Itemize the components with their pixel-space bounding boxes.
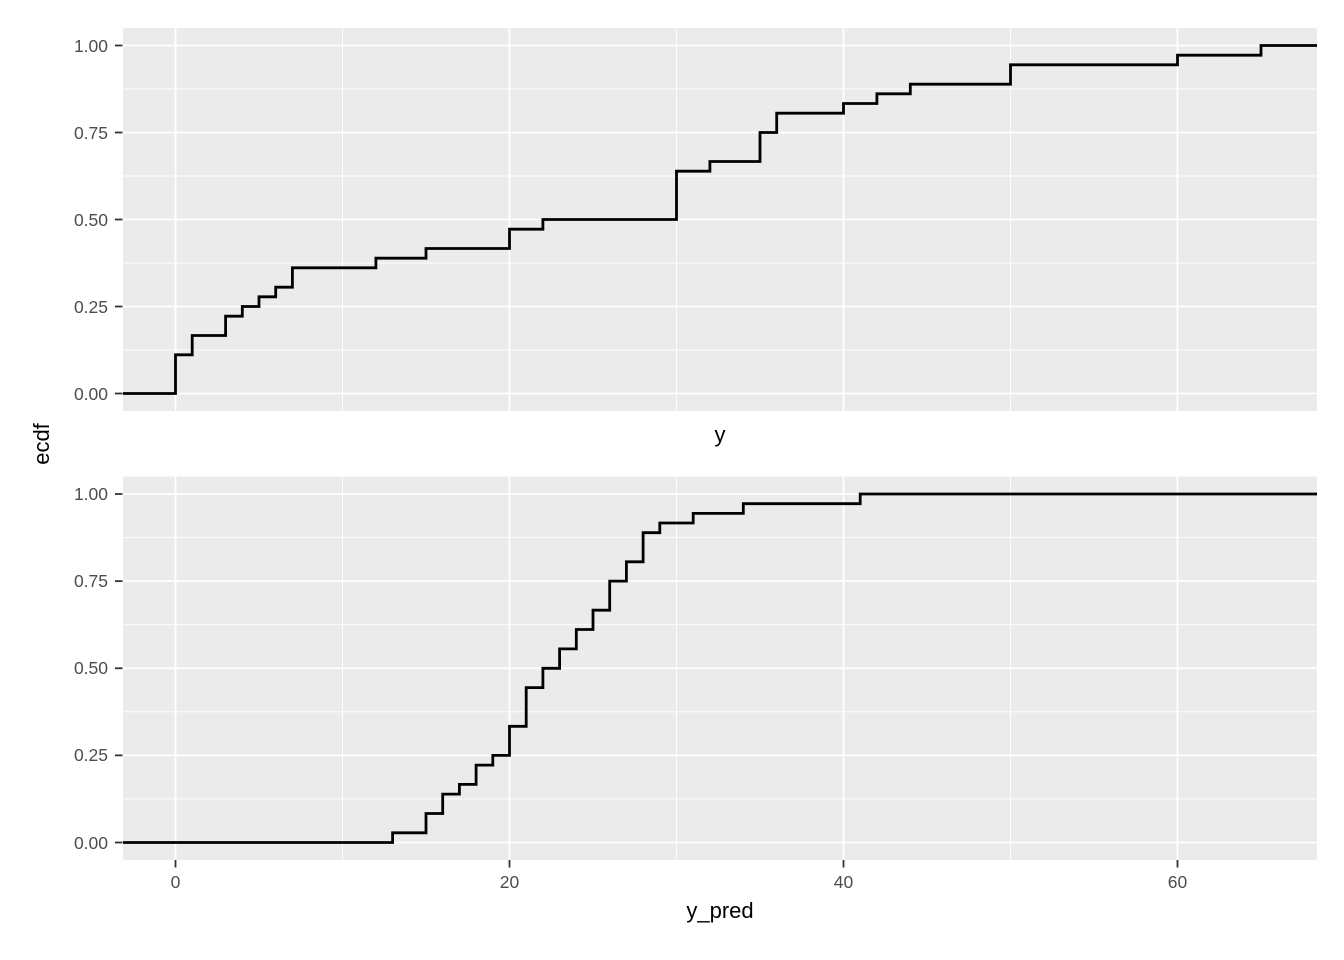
y-tick-label: 0.50 bbox=[73, 209, 108, 230]
ecdf-step-line bbox=[123, 492, 1317, 844]
y-tick-label: 0.75 bbox=[73, 571, 108, 592]
x-tick-label: 40 bbox=[833, 872, 854, 892]
y-tick-label: 0.00 bbox=[73, 383, 108, 404]
y-tick-label: 0.50 bbox=[73, 658, 108, 679]
x-axis-title-top-panel: y bbox=[714, 422, 726, 447]
panel-y_pred bbox=[115, 476, 1317, 868]
x-tick-label: 0 bbox=[170, 872, 181, 892]
y-tick-label: 1.00 bbox=[73, 484, 108, 504]
y-tick-label: 0.25 bbox=[73, 296, 108, 317]
panel-y bbox=[115, 28, 1317, 411]
x-tick-label: 20 bbox=[499, 872, 520, 892]
y-tick-label: 0.00 bbox=[73, 832, 108, 853]
y-tick-label: 0.75 bbox=[73, 122, 108, 143]
x-axis-title-bottom-panel: y_pred bbox=[686, 898, 754, 923]
x-tick-label: 60 bbox=[1167, 872, 1188, 892]
y-axis-title: ecdf bbox=[29, 423, 54, 465]
ecdf-step-line bbox=[123, 44, 1317, 395]
y-tick-label: 1.00 bbox=[73, 35, 108, 56]
y-tick-label: 0.25 bbox=[73, 745, 108, 766]
